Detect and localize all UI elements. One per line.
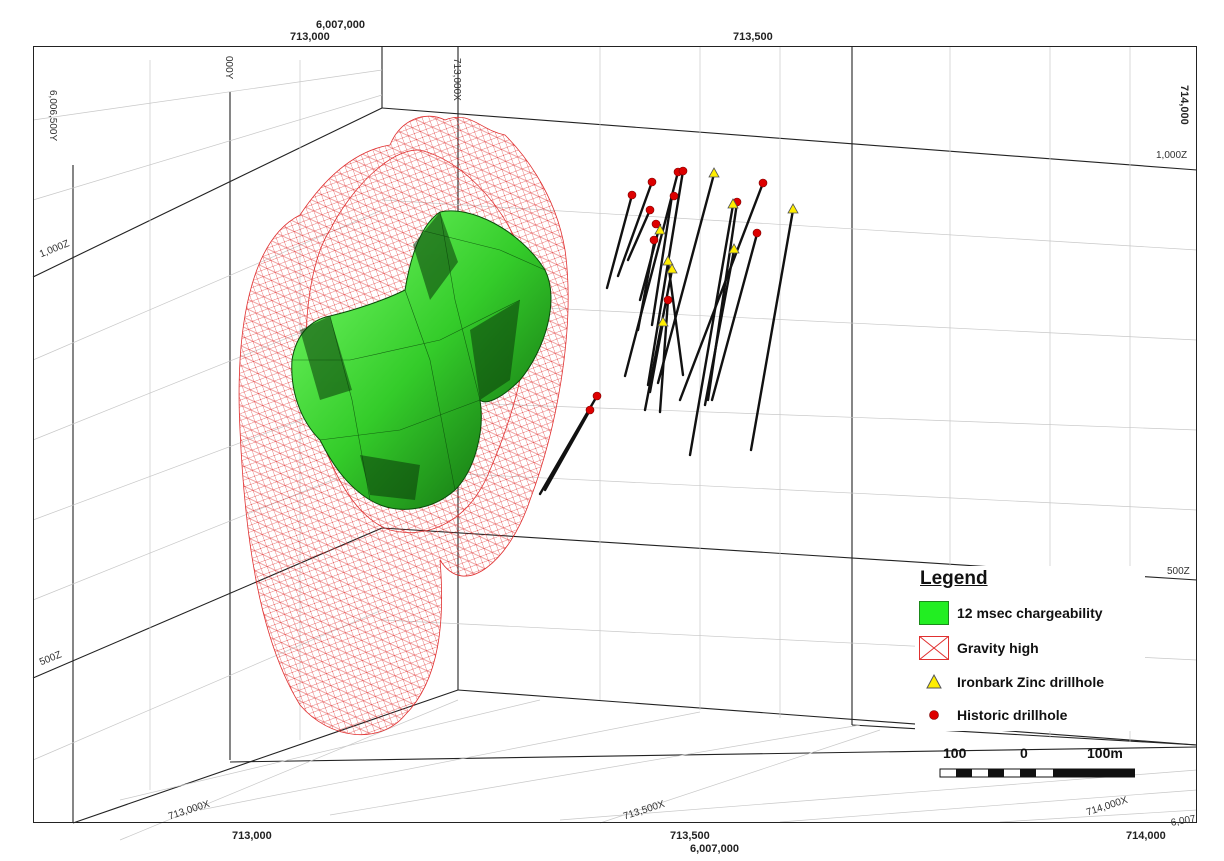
historic-drillhole-marker [678, 166, 688, 176]
scale-left-label: 100 [943, 745, 967, 761]
legend-item-gravity: Gravity high [915, 635, 1145, 661]
top-northing-label: 6,007,000 [316, 19, 365, 31]
historic-drillhole-marker [663, 295, 673, 305]
ironbark-drillhole-marker [728, 243, 740, 254]
legend-label-chargeability: 12 msec chargeability [957, 605, 1103, 621]
historic-drillhole-marker [752, 228, 762, 238]
ironbark-drillhole-marker [654, 224, 666, 235]
scale-bar: 100 0 100m [935, 745, 1135, 785]
legend-item-historic: Historic drillhole [915, 703, 1145, 727]
ironbark-drillhole-marker [727, 198, 739, 209]
historic-drillhole-marker [592, 391, 602, 401]
legend-label-historic: Historic drillhole [957, 707, 1068, 723]
scale-mid-label: 0 [1020, 745, 1028, 761]
historic-drillhole-marker [645, 205, 655, 215]
historic-drillhole-marker [651, 219, 661, 229]
green-box-icon [919, 601, 949, 625]
legend-item-chargeability: 12 msec chargeability [915, 601, 1145, 625]
historic-drillhole-marker [627, 190, 637, 200]
historic-drillhole-marker [649, 235, 659, 245]
scale-right-label: 100m [1087, 745, 1123, 761]
ironbark-drillhole-marker [787, 203, 799, 214]
yellow-triangle-icon [919, 670, 949, 694]
bottom-easting-713500: 713,500 [670, 830, 710, 842]
bottom-northing-label: 6,007,000 [690, 843, 739, 855]
grid-z-500-right: 500Z [1167, 566, 1190, 577]
legend-label-gravity: Gravity high [957, 640, 1039, 656]
historic-drillhole-marker [647, 177, 657, 187]
legend-title: Legend [920, 568, 988, 589]
grid-y-left: 6,006,500Y [47, 90, 58, 142]
ironbark-drillhole-marker [657, 316, 669, 327]
red-hatch-icon [918, 635, 950, 661]
scale-bar-graphic [939, 768, 1135, 778]
grid-y-top: 000Y [223, 56, 234, 80]
top-easting-713000: 713,000 [290, 31, 330, 43]
legend: Legend 12 msec chargeability Gravity hig… [915, 566, 1145, 731]
bottom-easting-714000: 714,000 [1126, 830, 1166, 842]
grid-x-top: 713,000X [451, 58, 462, 101]
red-dot-icon [919, 703, 949, 727]
ironbark-drillhole-marker [708, 167, 720, 178]
historic-drillhole-marker [758, 178, 768, 188]
historic-drillhole-marker [585, 405, 595, 415]
bottom-easting-713000: 713,000 [232, 830, 272, 842]
historic-drillhole-marker [669, 191, 679, 201]
legend-item-ironbark: Ironbark Zinc drillhole [915, 670, 1145, 694]
ironbark-drillhole-marker [662, 255, 674, 266]
right-easting-714000: 714,000 [1178, 85, 1190, 125]
ironbark-drillhole-marker [666, 263, 678, 274]
grid-z-1000-right: 1,000Z [1156, 150, 1188, 161]
legend-label-ironbark: Ironbark Zinc drillhole [957, 674, 1105, 690]
map-frame [33, 46, 1197, 823]
top-easting-713500: 713,500 [733, 31, 773, 43]
